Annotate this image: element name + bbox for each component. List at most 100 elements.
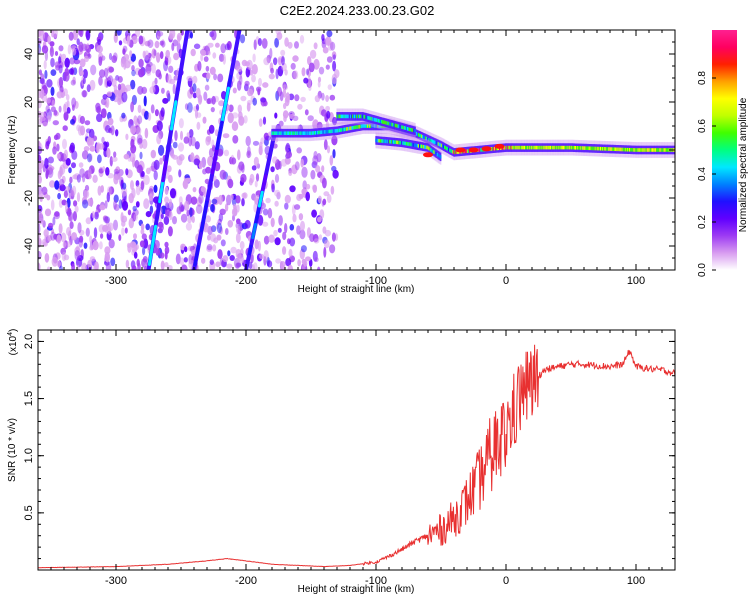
- noise-speck: [133, 246, 138, 253]
- noise-speck: [274, 173, 280, 183]
- noise-speck: [47, 35, 51, 45]
- main-track-core: [577, 146, 579, 150]
- noise-speck: [301, 166, 308, 178]
- main-track-core: [503, 146, 505, 150]
- upper-branch-core: [346, 114, 349, 119]
- noise-speck: [92, 174, 98, 183]
- noise-speck: [317, 266, 321, 270]
- main-track-core: [566, 145, 569, 150]
- main-track-core: [653, 148, 655, 152]
- upper-branch-core: [355, 114, 357, 119]
- noise-speck: [159, 51, 164, 60]
- noise-speck: [92, 264, 99, 270]
- noise-speck: [246, 59, 253, 70]
- main-track-core: [274, 131, 276, 135]
- upper-branch-core: [397, 124, 400, 128]
- snr-multiplier-exp: 4: [7, 332, 14, 336]
- noise-speck: [68, 188, 74, 200]
- noise-speck: [42, 241, 48, 247]
- main-track-core: [373, 124, 375, 128]
- noise-speck: [298, 193, 304, 199]
- noise-speck: [47, 165, 55, 171]
- noise-speck: [47, 222, 54, 229]
- noise-speck: [39, 196, 43, 203]
- noise-speck: [290, 62, 296, 70]
- hot-spot: [494, 143, 505, 149]
- noise-speck: [85, 217, 92, 225]
- noise-speck: [230, 246, 237, 254]
- noise-speck: [74, 250, 81, 261]
- noise-speck: [313, 42, 318, 50]
- noise-speck: [267, 207, 273, 219]
- main-track-core: [273, 131, 275, 135]
- noise-speck: [167, 265, 173, 270]
- noise-speck: [195, 204, 203, 214]
- main-track-core: [575, 146, 577, 150]
- noise-speck: [229, 255, 235, 261]
- noise-speck: [38, 175, 42, 184]
- noise-speck: [41, 186, 48, 195]
- noise-speck: [44, 208, 52, 217]
- main-track-core: [415, 132, 418, 136]
- noise-speck: [318, 66, 325, 75]
- noise-speck: [72, 174, 79, 180]
- noise-speck: [323, 239, 330, 249]
- noise-speck: [98, 143, 105, 150]
- upper-branch-core: [364, 115, 366, 119]
- main-track-core: [633, 148, 635, 152]
- noise-speck: [98, 224, 105, 233]
- diagonal-trace-highlight: [251, 223, 258, 240]
- noise-speck: [141, 138, 148, 150]
- main-track-core: [619, 147, 622, 152]
- noise-speck: [273, 229, 278, 237]
- main-track-core: [625, 147, 628, 152]
- lower-branch-core: [376, 138, 378, 143]
- main-track-core: [528, 145, 530, 150]
- lower-branch-core: [406, 142, 409, 146]
- main-track-core: [618, 147, 621, 152]
- noise-speck: [322, 177, 327, 189]
- noise-speck: [38, 30, 42, 37]
- lower-branch-core: [434, 151, 437, 155]
- main-track-core: [287, 131, 290, 135]
- main-track-core: [599, 146, 602, 151]
- noise-speck: [209, 233, 217, 242]
- main-track-core: [271, 131, 273, 135]
- main-track-core: [310, 131, 313, 135]
- lower-branch-core: [435, 151, 438, 156]
- noise-speck: [305, 191, 311, 202]
- lower-branch-core: [394, 140, 396, 144]
- noise-speck: [111, 55, 118, 63]
- upper-branch-core: [369, 116, 372, 121]
- noise-speck: [144, 50, 150, 61]
- main-track-core: [641, 148, 644, 152]
- noise-speck: [172, 141, 178, 149]
- noise-speck: [260, 97, 267, 103]
- main-track-core: [521, 145, 524, 150]
- noise-speck: [308, 85, 312, 91]
- noise-speck: [188, 135, 193, 147]
- hot-spot: [468, 147, 479, 153]
- main-track-core: [377, 124, 379, 128]
- noise-speck: [197, 60, 202, 72]
- noise-speck: [304, 109, 309, 116]
- main-track-core: [532, 145, 534, 150]
- noise-speck: [194, 109, 199, 119]
- noise-speck: [63, 254, 70, 261]
- snr-multiplier-close: ): [8, 329, 19, 332]
- noise-speck: [38, 223, 41, 234]
- lower-branch-core: [423, 145, 425, 149]
- main-track-core: [560, 145, 562, 150]
- noise-speck: [174, 130, 178, 142]
- noise-speck: [178, 154, 185, 161]
- noise-speck: [240, 95, 247, 102]
- noise-speck: [39, 218, 44, 225]
- main-track-core: [431, 139, 434, 143]
- noise-speck: [177, 35, 181, 45]
- noise-speck: [46, 79, 53, 88]
- noise-speck: [209, 259, 214, 265]
- noise-speck: [237, 149, 241, 161]
- noise-speck: [226, 40, 232, 51]
- main-track-core: [312, 131, 315, 135]
- main-track-core: [446, 146, 448, 151]
